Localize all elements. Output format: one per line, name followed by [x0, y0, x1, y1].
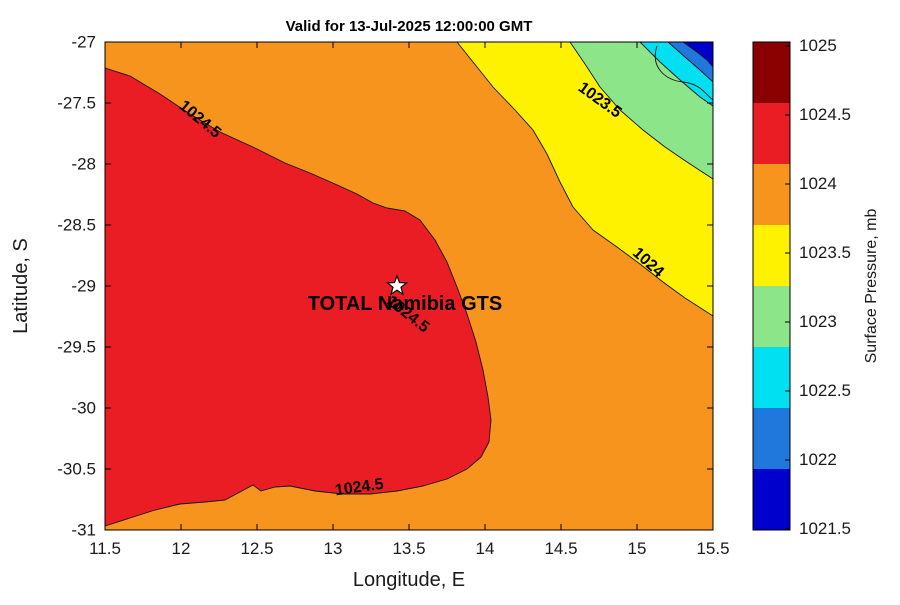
colorbar-tick: 1023.5 — [799, 243, 851, 262]
colorbar-band — [753, 225, 790, 286]
axis-tick-marks — [104, 41, 714, 531]
x-tick: 15 — [628, 539, 647, 558]
colorbar-tick: 1022 — [799, 450, 837, 469]
y-tick: -31 — [71, 521, 96, 540]
colorbar: 1025 1024.5 1024 1023.5 1023 1022.5 1022… — [752, 36, 880, 538]
station-marker-star-icon — [385, 274, 409, 296]
plot-title: Valid for 13-Jul-2025 12:00:00 GMT — [286, 18, 533, 35]
x-axis-tick-labels: 11.5 12 12.5 13 13.5 14 14.5 15 15.5 — [89, 539, 729, 558]
x-tick: 13 — [324, 539, 343, 558]
x-tick: 12 — [172, 539, 191, 558]
station-label: TOTAL Namibia GTS — [308, 293, 502, 315]
contour-line-1023p5 — [569, 41, 714, 180]
colorbar-tick: 1024.5 — [799, 105, 851, 124]
y-tick: -28.5 — [57, 216, 96, 235]
colorbar-tick: 1022.5 — [799, 381, 851, 400]
colorbar-band — [753, 286, 790, 347]
contour-line-1024p5 — [104, 67, 492, 527]
y-axis-label: Latitude, S — [10, 238, 32, 334]
contour-line-1022 — [682, 41, 714, 68]
contour-lines — [104, 41, 714, 527]
band-red-gt-1024p5 — [105, 68, 491, 526]
y-tick: -30 — [71, 399, 96, 418]
y-tick: -28 — [71, 155, 96, 174]
colorbar-tick: 1021.5 — [799, 519, 851, 538]
contour-line-1023 — [639, 41, 714, 107]
y-tick: -27 — [71, 33, 96, 52]
colorbar-frame — [752, 41, 791, 531]
x-tick: 13.5 — [392, 539, 425, 558]
y-tick: -27.5 — [57, 94, 96, 113]
contour-line-corner-detail — [654, 45, 714, 101]
band-dark-blue-lt-1022 — [683, 42, 713, 67]
colorbar-band — [753, 103, 790, 164]
y-tick: -29 — [71, 277, 96, 296]
plot-area: 1024.5 1023.5 1024 1024.5 1024.5 TOTAL N… — [104, 41, 714, 530]
contour-line-1022p5 — [667, 41, 714, 83]
colorbar-band — [753, 469, 790, 530]
colorbar-tick: 1023 — [799, 312, 837, 331]
y-axis-tick-labels: -27 -27.5 -28 -28.5 -29 -29.5 -30 -30.5 … — [57, 33, 96, 540]
colorbar-band — [753, 408, 790, 469]
colorbar-label: Surface Pressure, mb — [863, 209, 880, 364]
x-tick: 15.5 — [696, 539, 729, 558]
colorbar-band — [753, 42, 790, 103]
colorbar-band — [753, 347, 790, 408]
x-tick: 11.5 — [89, 539, 121, 558]
contour-line-1024 — [456, 41, 714, 317]
x-tick: 12.5 — [240, 539, 273, 558]
colorbar-band — [753, 164, 790, 225]
colorbar-tick: 1024 — [799, 174, 837, 193]
x-axis-label: Longitude, E — [353, 569, 465, 591]
colorbar-tick-marks — [785, 45, 790, 530]
x-tick: 14 — [476, 539, 495, 558]
contour-label-south: 1024.5 — [334, 476, 385, 500]
y-tick: -29.5 — [57, 338, 96, 357]
y-tick: -30.5 — [57, 460, 96, 479]
colorbar-tick: 1025 — [799, 36, 837, 55]
x-tick: 14.5 — [544, 539, 577, 558]
